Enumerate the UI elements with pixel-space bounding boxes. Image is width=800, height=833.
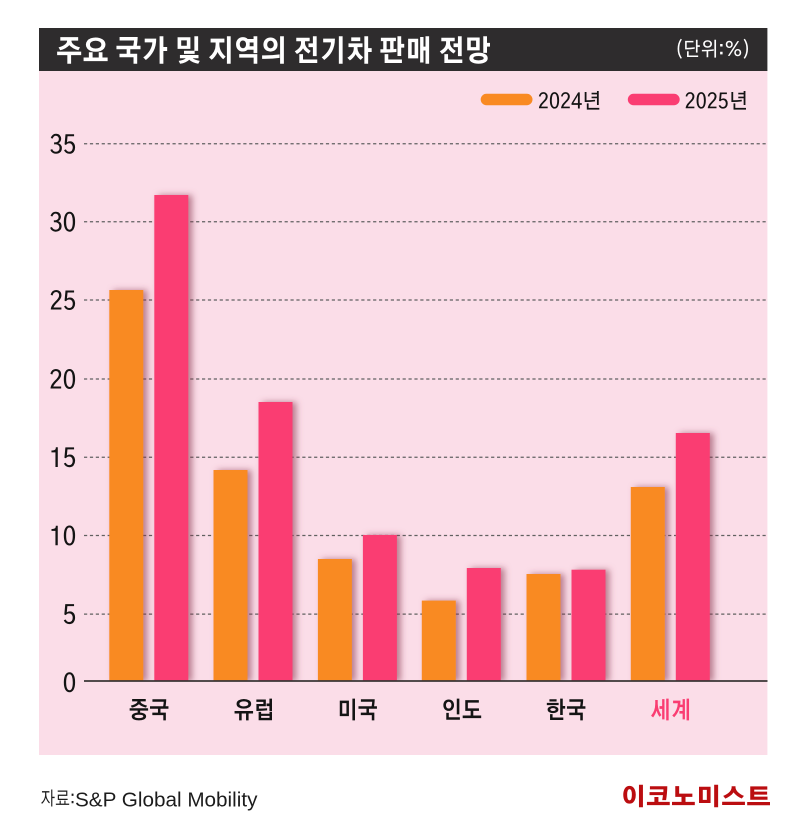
svg-text:S&P Global Mobility: S&P Global Mobility [75, 789, 258, 812]
